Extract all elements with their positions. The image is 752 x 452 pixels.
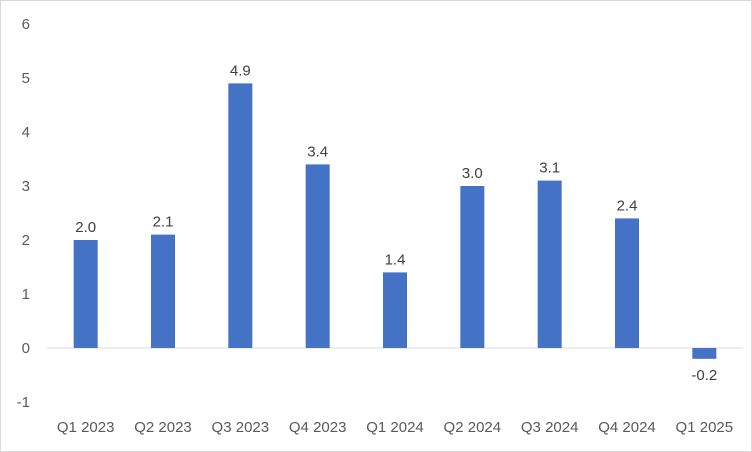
x-category-label: Q1 2025 <box>676 419 734 436</box>
x-category-label: Q1 2024 <box>366 419 424 436</box>
x-category-label: Q3 2024 <box>521 419 579 436</box>
data-label: 2.0 <box>75 219 96 236</box>
x-category-label: Q4 2024 <box>598 419 656 436</box>
y-tick-label: 0 <box>22 340 30 357</box>
bar-q1-2025 <box>692 348 717 359</box>
data-label: -0.2 <box>691 367 717 384</box>
bar-q4-2024 <box>615 218 639 348</box>
bar-q3-2024 <box>537 180 562 348</box>
bar-q2-2024 <box>460 186 485 348</box>
bar-q2-2023 <box>151 234 175 348</box>
bar-q4-2023 <box>305 164 330 348</box>
y-tick-label: 4 <box>22 124 30 141</box>
y-tick-label: 6 <box>22 16 30 33</box>
data-label: 3.4 <box>307 143 328 160</box>
y-tick-label: 1 <box>22 286 30 303</box>
bar-q1-2023 <box>73 240 98 348</box>
x-category-label: Q1 2023 <box>57 419 115 436</box>
data-label: 2.1 <box>153 214 174 231</box>
x-category-label: Q3 2023 <box>212 419 270 436</box>
y-tick-label: -1 <box>17 394 30 411</box>
x-axis-categories: Q1 2023 Q2 2023 Q3 2023 Q4 2023 Q1 2024 Q2 20… <box>57 419 733 436</box>
y-tick-label: 5 <box>22 70 30 87</box>
data-labels: 2.0 2.1 4.9 3.4 1.4 3.0 3.1 2.4 -0.2 <box>75 62 717 383</box>
y-tick-label: 3 <box>22 178 30 195</box>
bar-q3-2023 <box>228 83 253 349</box>
data-label: 3.0 <box>462 165 483 182</box>
data-label: 3.1 <box>539 160 560 177</box>
data-label: 2.4 <box>617 197 638 214</box>
data-label: 4.9 <box>230 62 251 79</box>
x-category-label: Q4 2023 <box>289 419 347 436</box>
x-category-label: Q2 2023 <box>134 419 192 436</box>
data-label: 1.4 <box>385 251 406 268</box>
bar-q1-2024 <box>383 272 407 348</box>
bar-series <box>73 83 717 359</box>
x-category-label: Q2 2024 <box>444 419 502 436</box>
y-axis-ticks: -1 0 1 2 3 4 5 6 <box>17 16 30 411</box>
y-tick-label: 2 <box>22 232 30 249</box>
